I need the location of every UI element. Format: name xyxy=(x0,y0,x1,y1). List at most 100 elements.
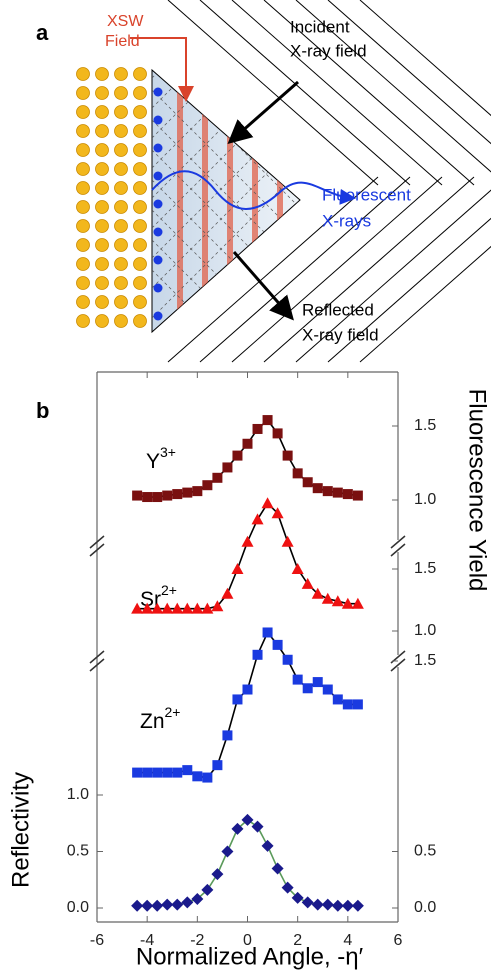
atom xyxy=(95,162,109,176)
atom xyxy=(95,200,109,214)
adsorbed-ion xyxy=(153,227,163,237)
data-point xyxy=(212,760,223,771)
data-point xyxy=(262,627,273,638)
y-axis-label: Reflectivity xyxy=(7,772,34,888)
data-point xyxy=(242,438,253,449)
data-point xyxy=(351,597,364,609)
reflected-label: Reflected xyxy=(302,300,374,319)
data-point xyxy=(281,535,294,547)
atoms xyxy=(76,67,163,328)
data-point xyxy=(272,639,283,650)
data-point xyxy=(142,767,153,778)
data-point xyxy=(142,492,153,503)
axis-break xyxy=(390,535,406,549)
atom xyxy=(133,143,147,157)
data-point xyxy=(332,694,343,705)
atom xyxy=(133,314,147,328)
data-point xyxy=(291,891,304,904)
atom xyxy=(76,86,90,100)
atom xyxy=(114,105,128,119)
atom xyxy=(133,124,147,138)
annotation-base: Y xyxy=(146,450,160,473)
data-point xyxy=(291,563,304,574)
diagram xyxy=(76,0,491,363)
atom xyxy=(114,219,128,233)
data-point xyxy=(322,684,333,695)
data-point xyxy=(161,898,174,911)
atom xyxy=(133,162,147,176)
x-tick-label: 6 xyxy=(394,932,403,949)
data-point xyxy=(132,767,143,778)
data-point xyxy=(282,450,293,461)
standing-wave xyxy=(152,70,300,332)
wavefront xyxy=(359,245,491,363)
data-point xyxy=(251,820,264,833)
atom xyxy=(76,67,90,81)
data-point xyxy=(222,462,233,473)
data-point xyxy=(331,595,344,607)
xsw-stripe xyxy=(202,70,208,332)
wavefront xyxy=(295,0,491,173)
data-point xyxy=(312,483,323,494)
data-point xyxy=(131,899,144,912)
data-point xyxy=(352,699,363,710)
wavefront xyxy=(263,0,475,186)
atom xyxy=(133,86,147,100)
data-point xyxy=(331,899,344,912)
atom xyxy=(133,238,147,252)
data-point xyxy=(272,428,283,439)
wavefront xyxy=(263,176,475,363)
series-annotation: Y3+ xyxy=(146,444,176,473)
data-point xyxy=(152,767,163,778)
data-point xyxy=(171,602,184,614)
data-point xyxy=(182,765,193,776)
data-point xyxy=(171,898,184,911)
data-point xyxy=(321,898,334,911)
data-point xyxy=(211,868,224,881)
data-point xyxy=(182,487,193,498)
data-point xyxy=(191,602,204,614)
fluorescent-label: X-rays xyxy=(322,211,371,230)
data-point xyxy=(302,477,313,488)
axis-break xyxy=(390,543,406,557)
atom xyxy=(95,257,109,271)
data-point xyxy=(301,577,314,589)
atom xyxy=(76,295,90,309)
wavefront xyxy=(231,0,443,186)
wavefront xyxy=(167,176,379,363)
xsw-label: XSW xyxy=(107,13,144,30)
atom xyxy=(95,124,109,138)
axis-break xyxy=(89,658,105,672)
data-point xyxy=(202,480,213,491)
data-point xyxy=(231,822,244,835)
data-point xyxy=(281,881,294,894)
atom xyxy=(114,86,128,100)
x-tick-label: -6 xyxy=(90,932,104,949)
data-point xyxy=(242,684,253,695)
data-point xyxy=(201,883,214,896)
data-point xyxy=(201,602,214,614)
series-annotation: Zn2+ xyxy=(140,704,180,733)
chart: -6 -4 -2 0 2 4 6 0.0 0.5 1.0 0.0 0.5 1.5 1.0 1.5 1.0 1.5… xyxy=(7,371,491,970)
data-point xyxy=(221,587,234,599)
atom xyxy=(114,295,128,309)
data-point xyxy=(351,899,364,912)
atom xyxy=(114,276,128,290)
xsw-arrow xyxy=(130,37,194,102)
data-point xyxy=(141,899,154,912)
wavefront xyxy=(327,217,491,363)
y2-axis-label: Fluorescence Yield xyxy=(464,389,491,592)
atom xyxy=(114,162,128,176)
data-point xyxy=(282,654,293,665)
wavefront xyxy=(199,176,411,363)
xsw-stripe xyxy=(277,70,283,332)
y2-tick-label: 0.5 xyxy=(414,843,436,860)
data-point xyxy=(261,839,274,852)
fluorescent-label: Fluorescent xyxy=(322,185,411,204)
data-point xyxy=(261,497,274,509)
atom xyxy=(76,124,90,138)
atom xyxy=(76,238,90,252)
data-point xyxy=(192,771,203,782)
x-axis-label: Normalized Angle, -η′ xyxy=(136,943,364,970)
